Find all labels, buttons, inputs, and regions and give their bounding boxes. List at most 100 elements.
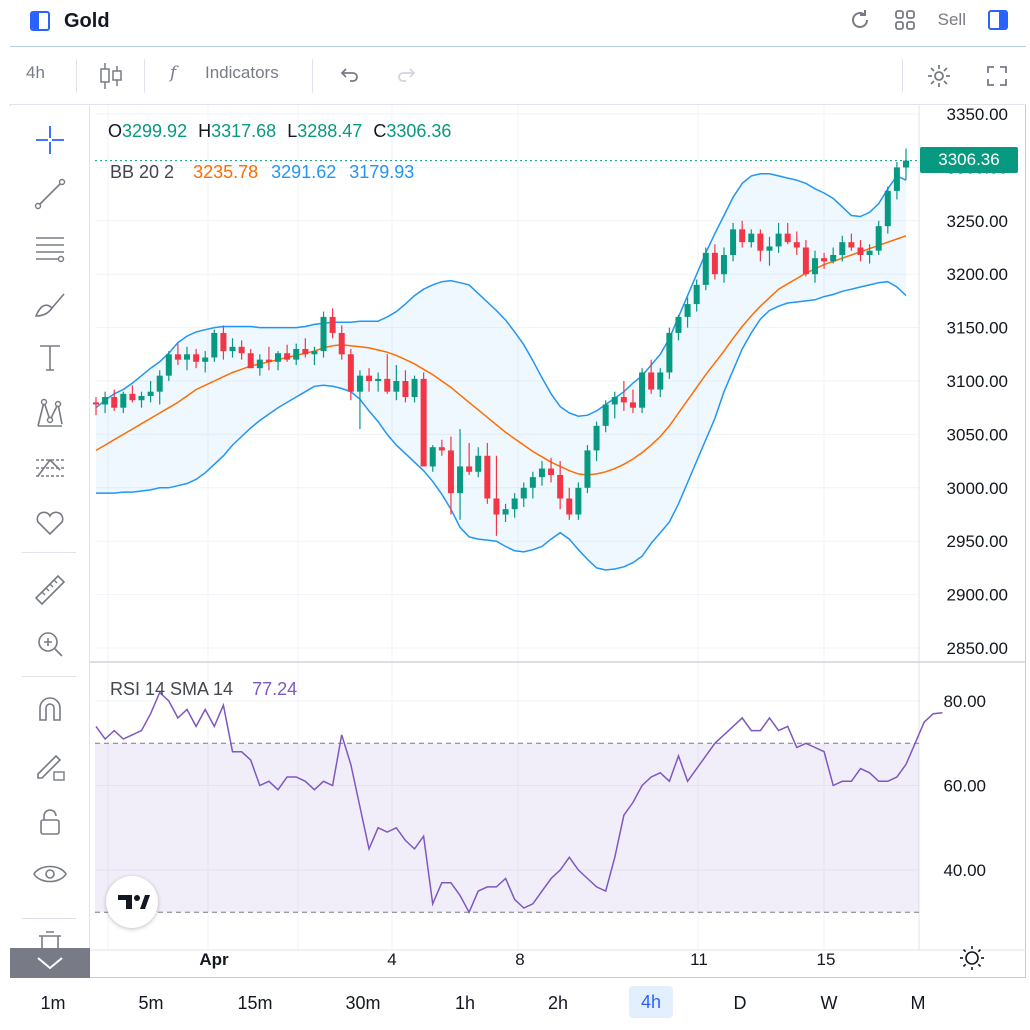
timeframe-bar: 1m 5m 15m 30m 1h 2h 4h D W M	[0, 980, 1030, 1028]
zoom-in-icon[interactable]	[30, 624, 70, 664]
candle-body	[675, 316, 682, 333]
brush-icon[interactable]	[30, 284, 70, 324]
bb-legend[interactable]: BB 20 2 3235.78 3291.62 3179.93	[110, 162, 414, 183]
lock-drawing-icon[interactable]	[30, 746, 70, 786]
magnet-icon[interactable]	[30, 690, 70, 730]
bb-basis-line	[95, 235, 907, 476]
sun-icon-ray	[977, 963, 982, 968]
tradingview-logo[interactable]	[106, 876, 158, 928]
close-label: C	[373, 121, 387, 141]
price-axis-label: 2900.00	[947, 586, 1008, 605]
undo-icon[interactable]	[338, 65, 360, 85]
settings-gear-icon[interactable]	[926, 63, 952, 89]
timeframe-m[interactable]: M	[910, 993, 926, 1013]
candle-body	[338, 332, 345, 355]
sun-icon-ray	[962, 948, 967, 953]
fx-icon: f	[170, 63, 177, 83]
toolbar-divider	[76, 59, 77, 93]
timeframe-2h[interactable]: 2h	[547, 993, 569, 1013]
timeframe-15m[interactable]: 15m	[237, 993, 273, 1013]
timeframe-4h[interactable]: 4h	[628, 986, 674, 1018]
ruler-icon[interactable]	[30, 570, 70, 610]
candle-body	[138, 395, 145, 401]
crosshair-icon[interactable]	[30, 120, 70, 160]
toolbar-divider	[22, 918, 76, 919]
lock-icon[interactable]	[30, 802, 70, 842]
timeframe-w[interactable]: W	[820, 993, 838, 1013]
collapse-toolbar-button[interactable]	[10, 948, 90, 978]
rsi-value: 77.24	[252, 679, 298, 699]
candle-body	[529, 477, 536, 488]
text-icon[interactable]	[30, 338, 70, 378]
refresh-icon[interactable]	[848, 8, 872, 32]
interval-button[interactable]: 4h	[26, 63, 45, 82]
indicators-button[interactable]: Indicators	[205, 63, 279, 82]
candle-body	[347, 354, 354, 392]
prediction-icon[interactable]	[30, 448, 70, 488]
candle-body	[702, 252, 709, 285]
timeframe-d[interactable]: D	[733, 993, 747, 1013]
candle-body	[766, 246, 773, 251]
high-label: H	[198, 121, 212, 141]
candle-body	[102, 397, 109, 405]
candle-body	[566, 498, 573, 515]
pattern-icon[interactable]	[30, 394, 70, 434]
sell-button[interactable]: Sell	[937, 10, 966, 29]
candle-body	[548, 468, 555, 475]
rsi-line	[95, 691, 943, 915]
timeframe-1m[interactable]: 1m	[40, 993, 66, 1013]
candle-body	[447, 450, 454, 494]
fullscreen-icon[interactable]	[986, 65, 1008, 87]
candle-body	[839, 242, 846, 255]
candle-body	[866, 250, 873, 255]
candle-body	[247, 353, 254, 369]
candle-body	[757, 233, 764, 251]
sidebar-toggle-icon[interactable]	[30, 11, 50, 31]
timeframe-5m[interactable]: 5m	[138, 993, 164, 1013]
rsi-legend[interactable]: RSI 14 SMA 14 77.24	[110, 679, 297, 700]
timeframe-30m[interactable]: 30m	[345, 993, 381, 1013]
eye-icon[interactable]	[30, 854, 70, 894]
price-axis-label: 3050.00	[947, 425, 1008, 444]
right-panel-icon[interactable]	[988, 10, 1008, 30]
last-price-label: 3306.36	[920, 147, 1018, 173]
timeframe-1h[interactable]: 1h	[454, 993, 476, 1013]
candle-body	[593, 425, 600, 451]
candle-body	[784, 233, 791, 243]
candle-body	[739, 229, 746, 243]
candle-body	[184, 354, 191, 360]
price-axis-label: 2850.00	[947, 639, 1008, 658]
candle-body	[793, 242, 800, 248]
favorites-icon[interactable]	[30, 502, 70, 542]
candle-body	[730, 229, 737, 255]
symbol-title[interactable]: Gold	[64, 10, 110, 32]
sun-icon-core	[965, 951, 979, 965]
candle-body	[329, 316, 336, 333]
redo-icon[interactable]	[396, 65, 418, 85]
layout-grid-icon[interactable]	[894, 9, 916, 31]
ohlc-legend: O3299.92 H3317.68 L3288.47 C3306.36	[108, 121, 451, 142]
candle-body	[811, 258, 818, 275]
candle-body	[575, 487, 582, 515]
high-value: 3317.68	[211, 121, 277, 141]
rsi-band-fill	[95, 743, 919, 913]
candle-body	[384, 378, 391, 392]
toolbar-divider	[312, 59, 313, 93]
candle-body	[711, 252, 718, 275]
price-axis-label: 3350.00	[947, 105, 1008, 124]
candle-body	[893, 167, 900, 191]
trend-line-icon[interactable]	[30, 174, 70, 214]
time-axis-label: 4	[387, 950, 396, 969]
candle-body	[174, 354, 181, 360]
open-label: O	[108, 121, 123, 141]
candle-body	[320, 316, 327, 352]
time-axis-label: Apr	[199, 950, 229, 969]
rsi-axis-label: 60.00	[943, 777, 986, 796]
price-chart[interactable]: 3350.003300.003250.003200.003150.003100.…	[90, 105, 1026, 978]
candle-body	[120, 393, 127, 408]
sun-icon-ray	[977, 948, 982, 953]
fib-retracement-icon[interactable]	[30, 230, 70, 270]
close-value: 3306.36	[386, 121, 452, 141]
candle-body	[420, 378, 427, 467]
candles-style-icon[interactable]	[98, 61, 124, 91]
